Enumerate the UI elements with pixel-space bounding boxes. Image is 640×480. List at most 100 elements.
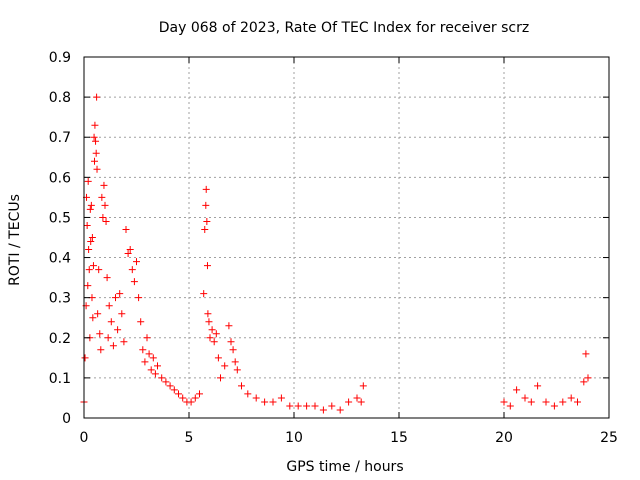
data-point xyxy=(534,382,542,390)
x-tick-label: 10 xyxy=(285,430,303,446)
data-point xyxy=(210,338,218,346)
data-point xyxy=(217,374,224,382)
data-point xyxy=(105,302,113,310)
data-point xyxy=(91,157,98,165)
x-tick-label: 20 xyxy=(495,430,513,446)
data-point xyxy=(311,402,319,410)
x-tick-label: 0 xyxy=(80,430,89,446)
data-point xyxy=(221,362,229,370)
data-point xyxy=(527,398,535,406)
data-point xyxy=(550,402,558,410)
data-point xyxy=(353,394,361,402)
data-point xyxy=(233,366,241,374)
data-point xyxy=(500,398,508,406)
data-point xyxy=(122,225,130,233)
data-point xyxy=(231,358,239,366)
y-tick-label: 0.6 xyxy=(49,170,71,186)
data-point xyxy=(227,338,235,346)
data-point xyxy=(145,350,153,358)
data-point xyxy=(252,394,260,402)
data-point xyxy=(191,394,199,402)
data-point xyxy=(99,213,107,221)
data-point xyxy=(513,386,521,394)
data-point xyxy=(149,354,157,362)
data-point xyxy=(203,217,211,225)
y-tick-label: 0.8 xyxy=(49,90,71,106)
data-point xyxy=(319,406,327,414)
data-point xyxy=(137,318,145,326)
data-point xyxy=(261,398,269,406)
data-point xyxy=(92,137,100,145)
data-point xyxy=(92,149,100,157)
data-point xyxy=(109,342,117,350)
data-point xyxy=(582,350,590,358)
x-axis-label: GPS time / hours xyxy=(286,459,403,475)
data-point xyxy=(336,406,344,414)
data-point xyxy=(187,398,195,406)
y-tick-label: 0.9 xyxy=(49,50,71,66)
data-point xyxy=(359,382,367,390)
data-point xyxy=(107,318,115,326)
data-point xyxy=(196,390,203,398)
data-point xyxy=(154,362,161,370)
data-point xyxy=(81,354,89,362)
data-point xyxy=(87,238,95,246)
chart-title: Day 068 of 2023, Rate Of TEC Index for r… xyxy=(159,20,529,36)
axis-ticks: 0 5 10 15 20 25 0 0.1 0.2 0.3 0.4 0.5 0.6 0.7 0.8 0.9 xyxy=(49,50,618,446)
y-tick-label: 0.4 xyxy=(49,251,71,267)
data-point xyxy=(97,346,105,354)
data-point xyxy=(91,121,99,129)
data-point xyxy=(103,274,111,282)
data-point xyxy=(201,225,209,233)
data-point xyxy=(162,378,170,386)
data-point xyxy=(166,382,174,390)
data-point xyxy=(202,185,210,193)
data-point xyxy=(269,398,277,406)
data-point xyxy=(328,402,336,410)
data-point xyxy=(85,246,93,254)
data-point xyxy=(126,246,134,254)
data-point xyxy=(357,398,365,406)
data-point xyxy=(100,181,108,189)
plot-frame xyxy=(83,56,610,419)
y-tick-label: 0.3 xyxy=(49,291,71,307)
data-point xyxy=(179,394,187,402)
data-point xyxy=(151,370,159,378)
data-point xyxy=(128,266,136,274)
data-point xyxy=(175,390,182,398)
data-point xyxy=(118,310,126,318)
data-point xyxy=(206,334,214,342)
data-points xyxy=(80,93,592,414)
data-point xyxy=(559,398,567,406)
data-point xyxy=(208,326,216,334)
data-point xyxy=(229,346,237,354)
data-point xyxy=(567,394,575,402)
data-point xyxy=(580,378,588,386)
x-tick-label: 25 xyxy=(600,430,618,446)
x-tick-label: 15 xyxy=(390,430,408,446)
data-point xyxy=(294,402,302,410)
data-point xyxy=(90,133,98,141)
data-point xyxy=(83,221,91,229)
y-tick-label: 0.7 xyxy=(49,130,71,146)
data-point xyxy=(93,93,101,101)
data-point xyxy=(521,394,529,402)
data-point xyxy=(130,278,138,286)
data-point xyxy=(85,266,93,274)
data-point xyxy=(303,402,311,410)
data-point xyxy=(95,266,103,274)
data-point xyxy=(345,398,353,406)
data-point xyxy=(102,217,110,225)
data-point xyxy=(96,330,104,338)
data-point xyxy=(133,258,140,266)
data-point xyxy=(542,398,550,406)
data-point xyxy=(574,398,581,406)
y-tick-label: 0.1 xyxy=(49,371,71,387)
data-point xyxy=(204,310,212,318)
data-point xyxy=(87,201,95,209)
data-point xyxy=(135,294,143,302)
data-point xyxy=(88,234,96,241)
data-point xyxy=(147,366,155,374)
y-tick-label: 0.2 xyxy=(49,331,71,347)
